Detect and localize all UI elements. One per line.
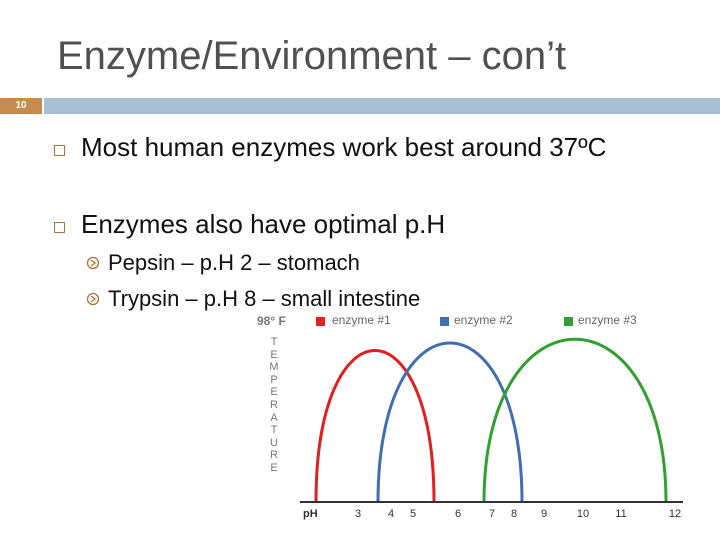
temperature-label: 98° F [257,314,286,328]
slide-number: 10 [0,98,42,114]
curve [482,338,668,503]
bullet-icon [54,145,65,156]
x-tick-label: 6 [454,508,462,520]
x-tick-label: 7 [488,508,496,520]
y-axis-label: TEMPERATURE [269,336,279,474]
legend-label: enzyme #3 [578,313,637,327]
legend-swatch [564,317,573,326]
sub-bullet-text: Trypsin – p.H 8 – small intestine [108,286,421,311]
sub-bullet-text: Pepsin – p.H 2 – stomach [108,250,360,275]
bullet-text: Most human enzymes work best around 37ºC [81,132,607,162]
legend-swatch [440,317,449,326]
bullet-text: Enzymes also have optimal p.H [81,209,446,239]
legend-swatch [316,317,325,326]
sub-bullet-icon [86,256,100,270]
sub-bullet-icon [86,292,100,306]
x-tick-label: 12 [668,508,682,520]
curve [376,341,524,503]
legend-label: enzyme #1 [332,313,391,327]
x-tick-label: 5 [409,508,417,520]
x-axis-label: pH [303,508,318,520]
x-tick-label: 11 [615,508,627,520]
x-tick-label: 8 [510,508,518,520]
bullet-icon [54,222,65,233]
x-tick-label: 4 [387,508,395,520]
slide-title: Enzyme/Environment – con’t [57,34,567,78]
curve [314,349,436,503]
x-tick-label: 3 [354,508,362,520]
legend-label: enzyme #2 [454,313,513,327]
x-tick-label: 10 [576,508,590,520]
x-tick-label: 9 [540,508,548,520]
header-band [44,98,720,114]
